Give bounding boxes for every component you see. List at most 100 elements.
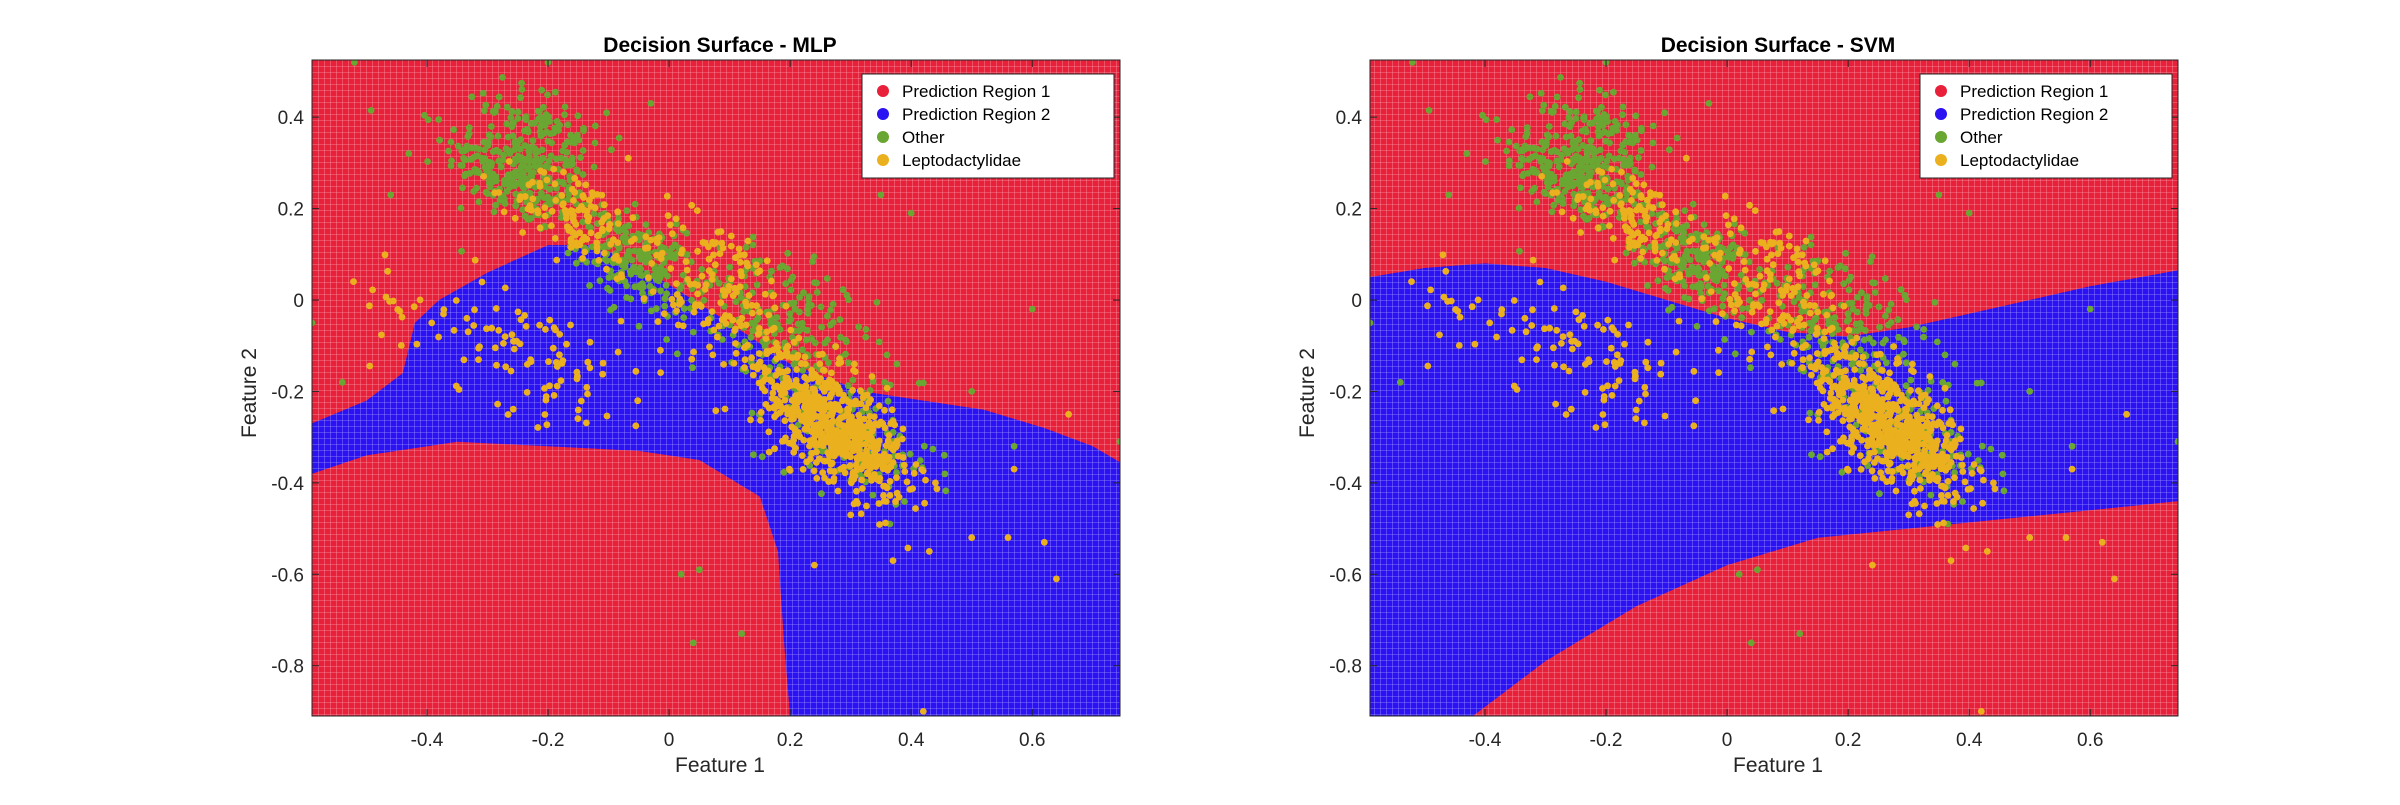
point-other [499,74,506,81]
point-leptodactylidae [1806,301,1814,309]
point-leptodactylidae [1953,493,1961,501]
point-other [1999,470,2007,478]
point-other [1688,265,1696,273]
point-leptodactylidae [1799,364,1806,372]
point-leptodactylidae [1933,500,1941,507]
point-other [487,133,495,141]
y-axis-ticks: 0.40.20-0.2-0.4-0.6-0.8 [271,108,1120,678]
point-leptodactylidae [712,407,720,415]
point-other [1863,296,1871,303]
point-leptodactylidae [492,305,500,312]
point-leptodactylidae [883,384,891,392]
x-tick-label: 0.4 [898,730,925,751]
point-leptodactylidae [1611,382,1619,390]
point-leptodactylidae [808,427,815,435]
point-leptodactylidae [1871,448,1878,456]
point-other [387,191,395,199]
point-leptodactylidae [1884,433,1892,440]
point-other [784,265,791,273]
point-leptodactylidae [826,452,833,460]
point-other [1396,378,1404,386]
point-leptodactylidae [1577,229,1584,236]
point-other [1587,137,1595,145]
point-other [651,266,659,273]
point-other [537,132,545,140]
point-leptodactylidae [1861,458,1868,466]
point-other [577,154,584,162]
point-other [1808,451,1815,459]
point-other [1719,302,1727,310]
point-leptodactylidae [798,452,806,459]
point-other [1602,137,1610,145]
point-leptodactylidae [677,250,685,257]
point-leptodactylidae [517,316,525,324]
point-leptodactylidae [754,330,762,338]
point-leptodactylidae [565,227,573,234]
point-other [1807,233,1815,241]
point-leptodactylidae [968,534,976,542]
point-other [447,162,455,170]
point-leptodactylidae [1582,205,1590,213]
point-leptodactylidae [1455,342,1463,349]
point-other [1517,184,1524,192]
point-leptodactylidae [1604,316,1612,324]
point-leptodactylidae [1665,240,1673,248]
point-leptodactylidae [1926,474,1933,481]
point-other [603,109,610,117]
point-other [1725,253,1733,261]
x-axis-label: Feature 1 [1733,754,1823,777]
point-leptodactylidae [1656,218,1664,226]
point-leptodactylidae [1768,251,1775,259]
point-other [1524,170,1532,177]
point-other [1010,442,1018,450]
point-other [580,124,587,132]
point-leptodactylidae [1959,468,1967,475]
point-leptodactylidae [1474,296,1482,304]
point-leptodactylidae [1951,474,1958,482]
point-other [1537,158,1545,165]
point-leptodactylidae [1583,181,1591,189]
point-other [1539,164,1547,171]
point-other [1680,229,1688,236]
point-other [825,359,832,367]
point-other [1561,103,1569,111]
point-leptodactylidae [1920,404,1928,412]
point-leptodactylidae [1905,511,1913,519]
point-leptodactylidae [1944,478,1952,485]
point-leptodactylidae [1594,321,1601,329]
x-tick-label: -0.2 [1590,730,1623,751]
point-other [472,168,480,176]
point-other [1577,206,1585,214]
point-leptodactylidae [1845,326,1853,334]
point-leptodactylidae [1907,470,1915,478]
point-leptodactylidae [816,360,824,368]
point-other [1615,154,1623,162]
point-leptodactylidae [866,413,874,420]
point-leptodactylidae [719,287,727,294]
point-leptodactylidae [1533,356,1540,363]
point-other [1518,154,1525,162]
point-other [1574,145,1582,153]
point-leptodactylidae [504,411,512,418]
point-other [538,118,545,126]
legend-marker-region-1 [877,85,889,97]
point-leptodactylidae [1851,366,1859,373]
point-other [543,194,551,202]
point-leptodactylidae [536,224,544,232]
point-other [647,307,655,315]
point-leptodactylidae [1938,492,1945,499]
point-other [558,214,565,222]
point-other [1737,271,1745,279]
point-leptodactylidae [1907,430,1915,437]
point-leptodactylidae [1877,366,1885,374]
point-leptodactylidae [803,458,810,466]
point-leptodactylidae [1702,244,1710,252]
point-other [1530,144,1538,152]
point-leptodactylidae [747,416,754,424]
point-leptodactylidae [1826,378,1834,385]
point-leptodactylidae [1536,278,1544,286]
point-other [465,124,473,132]
point-other [1569,168,1577,176]
point-leptodactylidae [1819,369,1827,377]
point-leptodactylidae [1872,393,1880,401]
